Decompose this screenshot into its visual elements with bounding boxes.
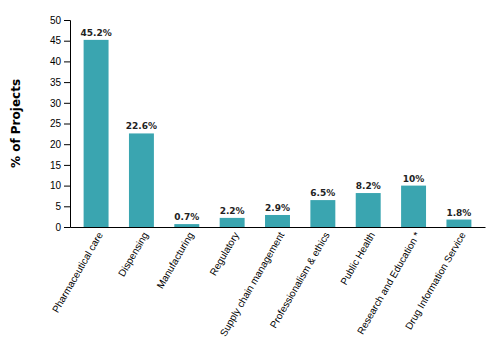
y-tick: 0 — [55, 222, 70, 233]
bar — [401, 186, 426, 227]
tick-mark — [64, 165, 70, 166]
tick-mark — [64, 227, 70, 228]
tick-mark — [64, 206, 70, 207]
tick-mark — [64, 103, 70, 104]
axis-line — [71, 227, 486, 228]
y-axis-title: % of Projects — [9, 79, 23, 168]
tick-label: Dispensing — [116, 230, 150, 278]
bar — [356, 193, 381, 227]
x-tick: Manufacturing — [154, 227, 195, 290]
tick-mark — [64, 144, 70, 145]
x-tick: Regulatory — [207, 227, 241, 277]
y-tick: 5 — [55, 201, 70, 212]
tick-label: Manufacturing — [154, 230, 195, 290]
tick-mark — [64, 61, 70, 62]
data-label: 2.2% — [220, 206, 245, 216]
tick-mark — [64, 20, 70, 21]
y-tick: 30 — [50, 98, 70, 109]
tick-label: 50 — [50, 15, 62, 26]
y-axis: 0 5 10 15 20 25 30 35 40 45 50 — [50, 15, 71, 233]
tick-mark — [64, 124, 70, 125]
tick-mark — [64, 41, 70, 42]
tick-label: 45 — [50, 35, 62, 46]
y-tick: 40 — [50, 56, 70, 67]
bar — [310, 200, 335, 227]
tick-label: Pharmaceutical care — [50, 230, 105, 315]
tick-label: 10 — [50, 180, 62, 191]
y-tick: 15 — [50, 160, 70, 171]
y-tick: 45 — [50, 35, 70, 46]
tick-label: Professionalism & ethics — [268, 230, 332, 330]
x-tick: Public Health — [338, 227, 377, 287]
x-tick: Drug Information Service — [403, 227, 468, 331]
y-tick: 20 — [50, 139, 70, 150]
chart: 45.2% 22.6% 0.7% 2.2% 2.9% 6.5% 8.2% 10% 1.8% Pha… — [0, 0, 500, 362]
tick-label: Regulatory — [207, 230, 241, 277]
x-tick: Professionalism & ethics — [268, 227, 332, 330]
bar — [129, 133, 154, 227]
tick-label: 20 — [50, 139, 62, 150]
data-label: 22.6% — [126, 121, 157, 131]
y-tick: 25 — [50, 118, 70, 129]
data-label: 1.8% — [446, 208, 471, 218]
y-tick: 35 — [50, 77, 70, 88]
data-label: 6.5% — [310, 188, 335, 198]
bar — [84, 40, 109, 227]
tick-label: 25 — [50, 118, 62, 129]
data-labels: 45.2% 22.6% 0.7% 2.2% 2.9% 6.5% 8.2% 10% 1.8% — [80, 28, 471, 222]
bars — [84, 40, 472, 227]
tick-label: Drug Information Service — [403, 230, 468, 332]
y-tick: 50 — [50, 15, 70, 26]
tick-label: 5 — [55, 201, 61, 212]
x-tick: Dispensing — [116, 227, 150, 278]
bar — [265, 215, 290, 227]
tick-label: 0 — [55, 222, 61, 233]
tick-label: 35 — [50, 77, 62, 88]
tick-label: 30 — [50, 98, 62, 109]
data-label: 8.2% — [356, 181, 381, 191]
data-label: 45.2% — [80, 28, 111, 38]
data-label: 0.7% — [174, 212, 199, 222]
plot: 45.2% 22.6% 0.7% 2.2% 2.9% 6.5% 8.2% 10% 1.8% Pha… — [50, 15, 486, 338]
axis-line — [64, 21, 71, 228]
x-tick: Pharmaceutical care — [50, 227, 105, 315]
bar — [174, 224, 199, 227]
tick-label: 40 — [50, 56, 62, 67]
tick-label: 15 — [50, 160, 62, 171]
bar — [446, 220, 471, 227]
x-axis: Pharmaceutical care DispensingManufacturi… — [50, 227, 486, 338]
y-tick: 10 — [50, 180, 70, 191]
data-label: 2.9% — [265, 203, 290, 213]
tick-mark — [64, 82, 70, 83]
tick-label: Public Health — [338, 230, 377, 287]
tick-mark — [64, 186, 70, 187]
data-label: 10% — [403, 174, 425, 184]
bar — [220, 218, 245, 227]
